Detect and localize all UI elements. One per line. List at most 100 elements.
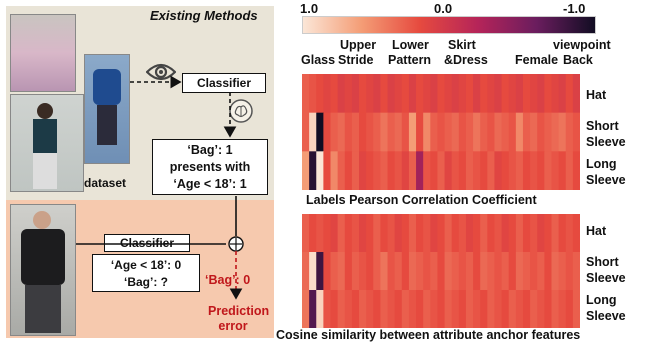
heatmap-cell: [530, 151, 538, 190]
heatmap-cell: [501, 74, 510, 114]
heatmap-cell: [430, 290, 439, 328]
heatmap-cell: [465, 151, 474, 190]
brain-icon: [228, 98, 254, 126]
colorbar-tick-max: 1.0: [300, 1, 319, 16]
heatmap-cell: [444, 151, 453, 190]
heatmap-cell: [309, 214, 317, 253]
dataset-label: dataset: [84, 176, 127, 190]
dataset-photo-child-backpack: [84, 54, 130, 164]
heatmap-cell: [337, 151, 346, 190]
heatmap-cell: [302, 151, 310, 190]
heatmap-cell: [451, 290, 460, 328]
heatmap-cell: [401, 290, 410, 328]
heatmap-cell: [530, 214, 538, 253]
heatmap-cell: [380, 74, 389, 114]
heatmap-cell: [366, 252, 374, 291]
heatmap-cell: [401, 112, 410, 152]
heatmap-cell: [565, 290, 574, 328]
heatmap-cell: [530, 290, 538, 328]
heatmap-cell: [416, 252, 424, 291]
heatmap-cell: [565, 151, 574, 190]
heatmap-cell: [430, 252, 439, 291]
heatmap-cell: [387, 112, 396, 152]
heatmap-cell: [373, 112, 382, 152]
heatmap-cell: [572, 151, 580, 190]
heatmap-cell: [366, 74, 374, 114]
colorbar: [302, 16, 596, 34]
heatmap-cell: [387, 74, 396, 114]
heatmap-cell: [387, 290, 396, 328]
heatmap-cell: [359, 112, 367, 152]
rule-line-2: presents with: [169, 160, 251, 174]
heatmap-cell: [416, 290, 424, 328]
row-label-short-sleeve-top: Short Sleeve: [586, 119, 626, 149]
heatmap-cell: [565, 252, 574, 291]
error-line-2: error: [218, 319, 248, 333]
heatmap-cell: [572, 214, 580, 253]
heatmap-cell: [508, 252, 517, 291]
heatmap-cell: [558, 290, 567, 328]
heatmap-cell: [416, 214, 424, 253]
heatmap-cell: [480, 112, 488, 152]
heatmap-cell: [515, 214, 524, 253]
heatmap-cell: [309, 112, 317, 152]
heatmap-cell: [323, 252, 332, 291]
heatmap-cell: [373, 290, 382, 328]
heatmap-cell: [480, 74, 488, 114]
heatmap-cell: [401, 252, 410, 291]
heatmap-cell: [494, 151, 503, 190]
heatmap-cell: [401, 151, 410, 190]
heatmap-cell: [458, 74, 467, 114]
heatmap-cell: [473, 74, 481, 114]
classifier-bottom-box: Classifier: [104, 234, 190, 252]
heatmap-cell: [430, 74, 439, 114]
heatmap-cell: [551, 74, 560, 114]
heatmap-cell: [565, 74, 574, 114]
heatmap-cell: [380, 290, 389, 328]
heatmap-cell: [309, 252, 317, 291]
correlation-rule-box: ‘Bag’: 1 presents with ‘Age < 18’: 1: [152, 139, 268, 195]
heatmap-cell: [330, 214, 339, 253]
heatmap-cell: [380, 252, 389, 291]
heatmap-cell: [323, 112, 332, 152]
classifier-top-box: Classifier: [182, 73, 266, 93]
heatmap-cell: [394, 290, 403, 328]
heatmap-cell: [558, 151, 567, 190]
heatmap-cell: [366, 151, 374, 190]
heatmap-cell: [380, 112, 389, 152]
heatmap-cell: [522, 290, 531, 328]
heatmap-cell: [330, 74, 339, 114]
heatmap-cell: [309, 290, 317, 328]
heatmap-cell: [537, 290, 545, 328]
heatmap-cell: [465, 214, 474, 253]
heatmap-cell: [330, 112, 339, 152]
heatmap-cell: [515, 290, 524, 328]
heatmap-cell: [437, 252, 446, 291]
row-label-hat-top: Hat: [586, 88, 607, 102]
heatmap-cell: [558, 112, 567, 152]
inference-photo-person: [10, 204, 76, 336]
heatmap-cell: [416, 112, 424, 152]
heatmap-cell: [473, 252, 481, 291]
heatmap-cell: [530, 252, 538, 291]
heatmap-cell: [458, 214, 467, 253]
heatmap-cell: [565, 112, 574, 152]
heatmap-cell: [473, 112, 481, 152]
heatmap-cell: [451, 74, 460, 114]
col-label-glass: Glass: [301, 53, 336, 67]
heatmap-cell: [423, 214, 431, 253]
heatmap-cell: [537, 252, 545, 291]
prediction-error-label: Prediction error: [208, 304, 269, 334]
heatmap-cell: [344, 151, 353, 190]
existing-methods-title: Existing Methods: [150, 8, 258, 23]
col-label-female: Female: [515, 53, 559, 67]
heatmap-cell: [572, 112, 580, 152]
heatmap-cell: [465, 112, 474, 152]
heatmap-cell: [480, 290, 488, 328]
heatmap-cell: [458, 290, 467, 328]
heatmap-cell: [494, 214, 503, 253]
heatmap-cell: [337, 214, 346, 253]
heatmap-cell: [430, 214, 439, 253]
heatmap-cell: [430, 151, 439, 190]
heatmap-cell: [501, 151, 510, 190]
